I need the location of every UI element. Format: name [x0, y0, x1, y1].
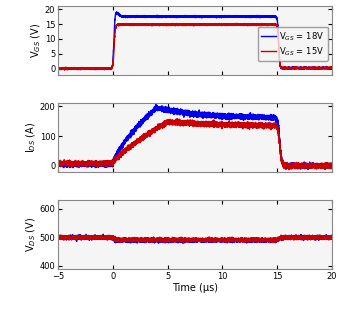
V$_{GS}$ = 15V — [70, 67, 74, 70]
V$_{GS}$ = 15V — [235, 22, 239, 25]
Y-axis label: I$_{DS}$ (A): I$_{DS}$ (A) — [25, 122, 38, 153]
V$_{GS}$ = 15V — [230, 23, 234, 27]
V$_{GS}$ = 15V — [63, 68, 67, 72]
V$_{GS}$ = 18V — [230, 15, 234, 18]
V$_{GS}$ = 18V — [56, 67, 60, 70]
Line: V$_{GS}$ = 15V: V$_{GS}$ = 15V — [58, 23, 332, 70]
V$_{GS}$ = 18V — [115, 10, 119, 14]
V$_{GS}$ = 15V — [259, 23, 263, 27]
X-axis label: Time (μs): Time (μs) — [172, 283, 218, 293]
Y-axis label: V$_{GS}$ (V): V$_{GS}$ (V) — [30, 23, 43, 58]
V$_{GS}$ = 15V — [155, 23, 159, 27]
V$_{GS}$ = 18V — [218, 15, 222, 18]
V$_{GS}$ = 15V — [330, 66, 334, 70]
V$_{GS}$ = 18V — [274, 15, 278, 19]
V$_{GS}$ = 15V — [274, 23, 278, 27]
V$_{GS}$ = 15V — [218, 23, 222, 27]
V$_{GS}$ = 18V — [259, 15, 263, 19]
V$_{GS}$ = 15V — [56, 67, 60, 70]
V$_{GS}$ = 18V — [155, 15, 159, 19]
V$_{GS}$ = 18V — [330, 66, 334, 69]
V$_{GS}$ = 18V — [70, 67, 74, 70]
Line: V$_{GS}$ = 18V: V$_{GS}$ = 18V — [58, 12, 332, 70]
Legend: V$_{GS}$ = 18V, V$_{GS}$ = 15V: V$_{GS}$ = 18V, V$_{GS}$ = 15V — [258, 27, 328, 61]
V$_{GS}$ = 18V — [65, 68, 69, 72]
Y-axis label: V$_{DS}$ (V): V$_{DS}$ (V) — [25, 217, 38, 252]
